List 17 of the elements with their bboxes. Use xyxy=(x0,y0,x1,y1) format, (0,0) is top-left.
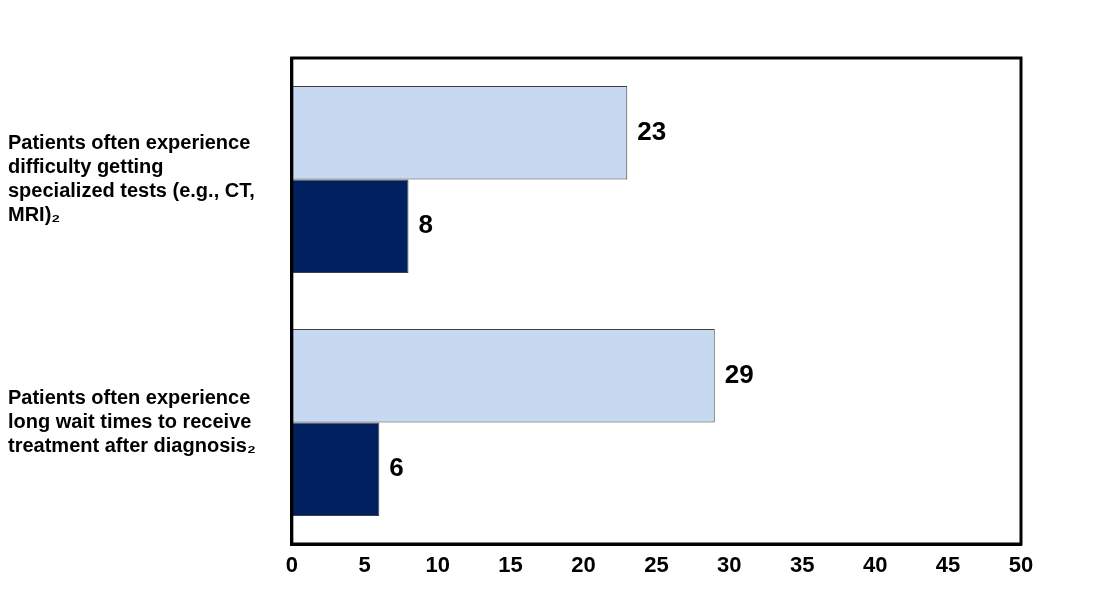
data-label: 8 xyxy=(418,209,433,240)
x-tick-label: 15 xyxy=(498,552,523,578)
x-tick-label: 25 xyxy=(644,552,669,578)
data-label: 29 xyxy=(724,358,754,389)
x-tick-label: 35 xyxy=(790,552,815,578)
x-tick-label: 50 xyxy=(1008,552,1034,578)
data-label: 6 xyxy=(389,452,404,483)
x-tick-label: 40 xyxy=(862,552,888,578)
x-tick-label: 0 xyxy=(285,552,298,578)
x-tick-label: 5 xyxy=(358,552,371,578)
x-tick-label: 30 xyxy=(717,552,742,578)
x-tick-label: 10 xyxy=(425,552,450,578)
x-tick-label: 20 xyxy=(571,552,596,578)
x-tick-label: 45 xyxy=(935,552,961,578)
y-tick-label: Patients often experience long wait times to receive treatment after diagnosis₂ xyxy=(8,386,256,457)
data-label: 23 xyxy=(637,115,667,146)
y-tick-label: Patients often experience difficulty getting specialized tests (e.g., CT, MRI)₂ xyxy=(8,131,255,226)
